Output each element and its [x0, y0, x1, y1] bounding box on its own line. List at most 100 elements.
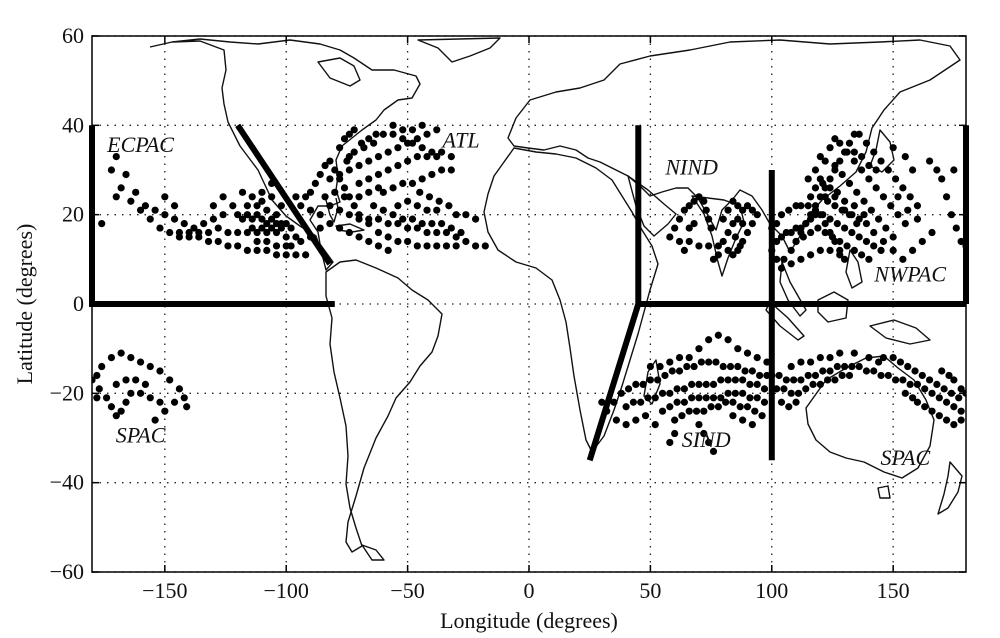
track-point-nwpac — [807, 193, 815, 201]
region-label-spac: SPAC — [880, 445, 930, 470]
track-point-sind — [641, 412, 650, 420]
track-point-sind — [760, 385, 769, 393]
track-point-nwpac — [843, 148, 851, 156]
track-point-spac — [831, 376, 839, 384]
track-point-ecpac — [282, 220, 290, 228]
track-point-nwpac — [792, 224, 800, 232]
track-point-spac — [807, 358, 815, 366]
track-point-ecpac — [170, 202, 179, 210]
track-point-atl — [433, 206, 441, 214]
track-point-nind — [690, 220, 698, 228]
track-point-atl — [404, 237, 412, 246]
track-point-nwpac — [773, 220, 781, 228]
track-point-spac — [112, 412, 120, 420]
track-point-spac — [787, 362, 795, 371]
track-point-nwpac — [899, 184, 907, 192]
track-point-spac — [175, 385, 183, 393]
track-point-spac — [862, 367, 871, 375]
track-point-spac — [947, 389, 956, 397]
track-point-spac — [908, 394, 917, 402]
track-point-atl — [326, 157, 334, 165]
track-point-nwpac — [887, 202, 895, 210]
track-point-nwpac — [918, 237, 926, 246]
track-point-ecpac — [185, 228, 193, 237]
track-point-spac — [957, 385, 965, 393]
track-point-spac — [804, 371, 812, 380]
track-point-nwpac — [889, 144, 897, 152]
track-point-sind — [654, 376, 662, 384]
x-axis-ticks: −150 −100 −50 0 50 100 150 — [142, 36, 910, 603]
track-point-ecpac — [229, 202, 237, 210]
track-point-spac — [122, 398, 130, 406]
track-point-sind — [709, 394, 718, 402]
track-point-atl — [326, 220, 334, 228]
track-point-ecpac — [132, 188, 140, 196]
track-point-sind — [724, 389, 732, 397]
track-point-nwpac — [831, 161, 839, 170]
track-point-atl — [428, 148, 436, 156]
track-point-sind — [666, 389, 674, 397]
x-tick-label: 150 — [877, 578, 910, 603]
track-point-atl — [471, 242, 480, 250]
track-point-ecpac — [272, 211, 281, 219]
track-point-sind — [658, 389, 667, 397]
track-point-ecpac — [161, 193, 169, 201]
track-point-sind — [646, 376, 654, 384]
track-point-spac — [811, 371, 820, 380]
track-point-nind — [685, 237, 693, 246]
track-point-spac — [816, 354, 824, 362]
track-point-ecpac — [180, 220, 188, 228]
track-point-nwpac — [850, 246, 858, 254]
north-america-coastline — [149, 38, 421, 271]
track-point-atl — [423, 153, 431, 161]
track-point-nind — [705, 242, 713, 250]
track-point-atl — [428, 170, 436, 179]
track-point-ecpac — [234, 242, 242, 250]
track-point-spac — [117, 349, 125, 357]
track-point-spac — [896, 358, 905, 366]
track-point-atl — [416, 188, 424, 196]
track-point-ecpac — [151, 206, 159, 214]
track-point-sind — [709, 447, 718, 455]
track-point-atl — [389, 121, 397, 129]
track-point-ecpac — [277, 202, 285, 210]
track-point-spac — [899, 376, 907, 384]
track-point-nind — [734, 215, 742, 223]
track-point-atl — [399, 179, 407, 187]
track-point-ecpac — [263, 206, 271, 214]
x-tick-label: −150 — [142, 578, 187, 603]
track-point-ecpac — [107, 166, 116, 174]
track-point-ecpac — [161, 211, 169, 219]
track-point-sind — [746, 394, 754, 402]
track-point-ecpac — [287, 224, 295, 232]
track-point-ecpac — [136, 206, 145, 214]
track-point-nind — [748, 206, 756, 214]
track-point-atl — [394, 144, 402, 152]
track-point-atl — [297, 202, 305, 210]
track-point-nwpac — [858, 166, 866, 174]
track-point-spac — [773, 385, 781, 393]
track-point-nwpac — [850, 148, 858, 156]
track-point-atl — [374, 242, 383, 250]
y-tick-label: −40 — [50, 470, 84, 495]
track-point-ecpac — [253, 202, 261, 210]
region-label-ecpac: ECPAC — [106, 132, 174, 157]
track-point-nind — [690, 197, 698, 205]
track-point-atl — [433, 228, 441, 237]
new-guinea-coastline — [869, 319, 931, 345]
track-point-ecpac — [209, 202, 217, 210]
track-point-sind — [753, 394, 761, 402]
track-point-sind — [736, 403, 744, 411]
track-point-sind — [683, 362, 691, 371]
track-point-spac — [166, 376, 174, 384]
track-point-atl — [384, 148, 392, 156]
track-point-atl — [365, 157, 373, 165]
track-point-atl — [462, 211, 470, 219]
track-point-atl — [326, 175, 334, 183]
track-point-sind — [697, 358, 705, 366]
track-point-atl — [399, 126, 407, 134]
track-point-nind — [671, 224, 679, 232]
southeast-asia-coastline — [779, 261, 807, 317]
y-axis-ticks: −60 −40 −20 0 20 40 60 — [50, 23, 966, 584]
arabia-coastline — [627, 175, 677, 237]
